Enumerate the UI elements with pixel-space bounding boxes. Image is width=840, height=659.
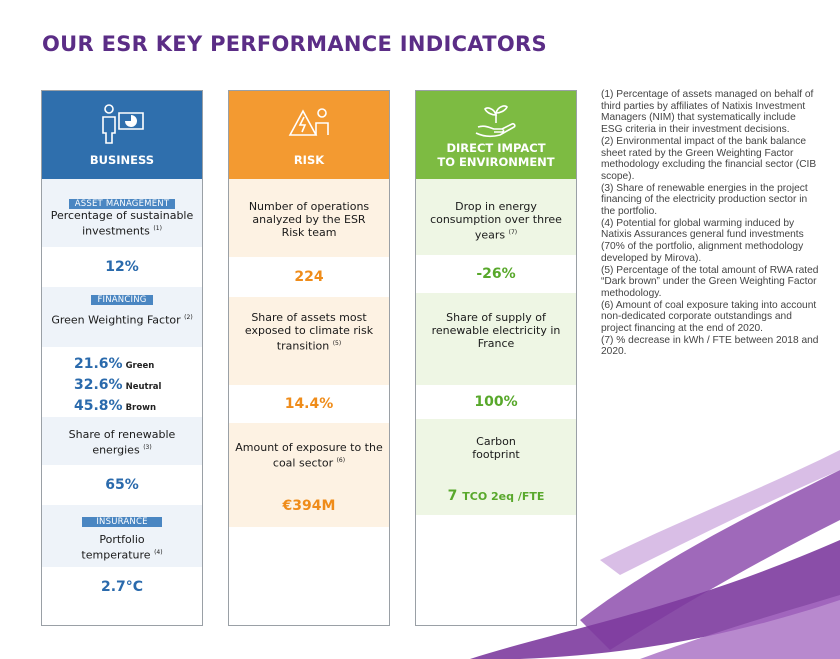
- hand-plant-icon: [474, 103, 518, 143]
- financing-band: FINANCING: [91, 295, 153, 305]
- energy-drop-label: Drop in energy consumption over three ye…: [430, 200, 562, 242]
- asset-management-band: ASSET MANAGEMENT: [68, 199, 176, 209]
- coal-exposure-row: Amount of exposure to the coal sector (6…: [229, 423, 389, 485]
- insurance-band: INSURANCE: [82, 517, 162, 527]
- business-column: BUSINESS ASSET MANAGEMENT Percentage of …: [41, 90, 203, 626]
- page-title: OUR ESR KEY PERFORMANCE INDICATORS: [42, 32, 547, 56]
- portfolio-temperature-value: 2.7°C: [100, 578, 144, 595]
- risk-header-label: RISK: [293, 153, 325, 167]
- environment-header-line2: TO ENVIRONMENT: [437, 155, 555, 169]
- renewable-electricity-value: 100%: [474, 393, 518, 410]
- environment-header-line1: DIRECT IMPACT: [446, 141, 546, 155]
- footnote-1: (1) Percentage of assets managed on beha…: [601, 89, 814, 136]
- carbon-footprint-label-line1: Carbon: [476, 435, 516, 448]
- business-header-label: BUSINESS: [89, 153, 155, 167]
- renewable-electricity-row: Share of supply of renewable electricity…: [416, 293, 576, 385]
- green-weighting-factor-label: Green Weighting Factor (2): [51, 313, 193, 327]
- operations-row: Number of operations analyzed by the ESR…: [229, 179, 389, 257]
- environment-column: DIRECT IMPACT TO ENVIRONMENT Drop in ene…: [415, 90, 577, 626]
- footnote-4: (4) Potential for global warming induced…: [601, 217, 804, 264]
- gwf-neutral: 32.6% Neutral: [74, 377, 162, 393]
- footnote-2: (2) Environmental impact of the bank bal…: [601, 135, 817, 182]
- carbon-footprint-value: 7 TCO 2eq /FTE: [416, 477, 576, 515]
- risk-header: RISK: [229, 91, 389, 179]
- coal-exposure-label: Amount of exposure to the coal sector (6…: [235, 441, 383, 470]
- renewable-share-row: Share of renewable energies (3): [42, 417, 202, 465]
- gwf-brown: 45.8% Brown: [74, 398, 156, 414]
- financing-row: FINANCING Green Weighting Factor (2): [42, 287, 202, 347]
- insurance-row: INSURANCE Portfolio temperature (4): [42, 505, 202, 567]
- footnotes: (1) Percentage of assets managed on beha…: [601, 89, 819, 358]
- presentation-chart-icon: [97, 103, 147, 149]
- operations-value: 224: [294, 268, 324, 285]
- climate-risk-label: Share of assets most exposed to climate …: [244, 311, 374, 353]
- operations-label: Number of operations analyzed by the ESR…: [248, 200, 370, 239]
- carbon-footprint-row: Carbon footprint: [416, 419, 576, 477]
- footnote-6: (6) Amount of coal exposure taking into …: [601, 299, 817, 335]
- gwf-green: 21.6% Green: [74, 356, 155, 372]
- asset-management-row: ASSET MANAGEMENT Percentage of sustainab…: [42, 179, 202, 247]
- business-header: BUSINESS: [42, 91, 202, 179]
- footnote-7: (7) % decrease in kWh / FTE between 2018…: [601, 334, 819, 358]
- warning-person-icon: [286, 103, 332, 147]
- gwf-breakdown: 21.6% Green 32.6% Neutral 45.8% Brown: [42, 347, 202, 417]
- risk-column: RISK Number of operations analyzed by th…: [228, 90, 390, 626]
- renewable-share-value: 65%: [105, 476, 139, 493]
- renewable-share-label: Share of renewable energies (3): [68, 428, 176, 457]
- footnote-5: (5) Percentage of the total amount of RW…: [601, 264, 819, 299]
- climate-risk-value: 14.4%: [284, 395, 334, 412]
- climate-risk-row: Share of assets most exposed to climate …: [229, 297, 389, 385]
- energy-drop-row: Drop in energy consumption over three ye…: [416, 179, 576, 255]
- renewable-electricity-label: Share of supply of renewable electricity…: [431, 311, 561, 350]
- environment-header: DIRECT IMPACT TO ENVIRONMENT: [416, 91, 576, 179]
- sustainable-investments-label: Percentage of sustainable investments (1…: [50, 209, 194, 238]
- carbon-footprint-label-line2: footprint: [472, 448, 520, 461]
- coal-exposure-value: €394M: [229, 485, 389, 527]
- footnote-3: (3) Share of renewable energies in the p…: [601, 182, 808, 218]
- portfolio-temperature-label: Portfolio temperature (4): [81, 533, 163, 562]
- energy-drop-value: -26%: [476, 265, 516, 282]
- sustainable-investments-value: 12%: [105, 258, 139, 275]
